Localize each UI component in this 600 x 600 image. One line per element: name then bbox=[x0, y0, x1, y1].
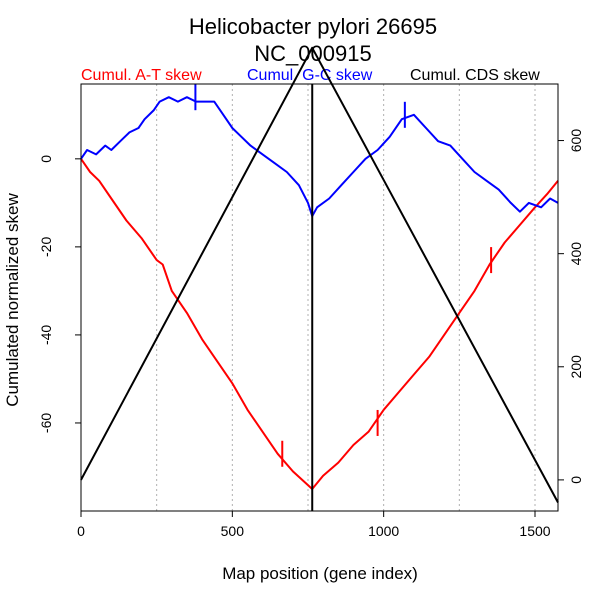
x-axis: 0 500 1000 1500 bbox=[77, 511, 551, 539]
legend-at-skew: Cumul. A-T skew bbox=[81, 67, 202, 84]
x-tick-label: 1000 bbox=[368, 523, 399, 539]
y-axis-label: Cumulated normalized skew bbox=[3, 193, 22, 407]
x-tick-label: 500 bbox=[221, 523, 245, 539]
y-left-tick-label: -60 bbox=[38, 413, 54, 433]
x-tick-label: 1500 bbox=[519, 523, 550, 539]
y-right-tick-label: 600 bbox=[568, 129, 584, 153]
x-tick-label: 0 bbox=[77, 523, 85, 539]
cds-skew-line bbox=[80, 46, 559, 503]
legend-cds-skew: Cumul. CDS skew bbox=[410, 67, 540, 84]
y-right-tick-label: 200 bbox=[568, 355, 584, 379]
at-skew-line bbox=[80, 158, 559, 490]
gc-skew-line bbox=[80, 96, 559, 218]
plot-frame bbox=[80, 83, 559, 512]
tick-marks bbox=[194, 84, 493, 467]
y-left-tick-label: -20 bbox=[38, 237, 54, 257]
y-left-tick-label: -40 bbox=[38, 325, 54, 345]
y-left-tick-label: 0 bbox=[38, 155, 54, 163]
legend-gc-skew: Cumul. G-C skew bbox=[247, 67, 373, 84]
y-right-tick-label: 400 bbox=[568, 242, 584, 266]
y-axis-left: 0 -20 -40 -60 bbox=[38, 155, 81, 433]
y-right-tick-label: 0 bbox=[568, 476, 584, 484]
chart-subtitle: NC_000915 bbox=[254, 41, 371, 66]
chart-title: Helicobacter pylori 26695 bbox=[189, 14, 437, 39]
series-lines bbox=[80, 46, 559, 511]
x-axis-label: Map position (gene index) bbox=[222, 564, 418, 583]
y-axis-right: 0 200 400 600 bbox=[558, 129, 584, 484]
gridlines bbox=[80, 84, 536, 511]
